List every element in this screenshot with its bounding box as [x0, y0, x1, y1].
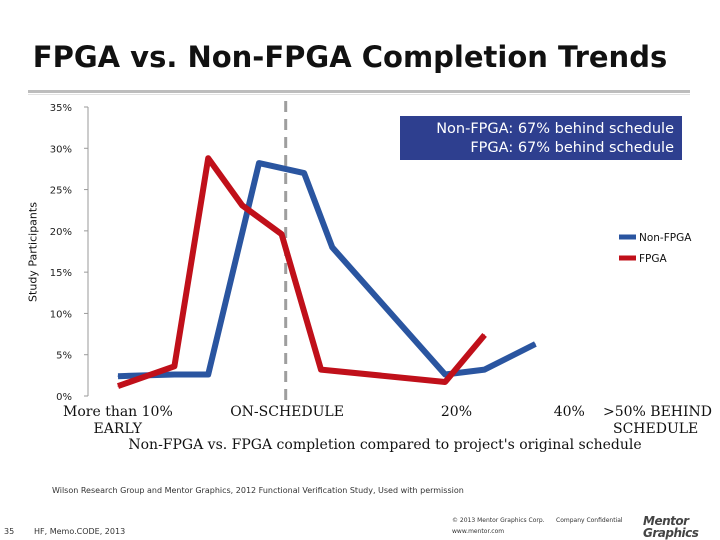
legend-label: Non-FPGA [639, 232, 692, 244]
y-tick-label: 5% [56, 351, 72, 362]
x-tick-label: 40% [553, 404, 585, 420]
y-tick-label: 20% [50, 227, 72, 238]
x-axis-title: Non-FPGA vs. FPGA completion compared to… [128, 437, 642, 453]
logo-line2: Graphics [643, 526, 699, 540]
y-tick-label: 30% [50, 144, 72, 155]
x-tick-label: >50% BEHIND [603, 404, 713, 420]
series-line-fpga [117, 155, 487, 389]
data-point-non-fpga [117, 375, 119, 377]
data-point-fpga [484, 334, 486, 336]
logo-line1: Mentor [643, 514, 689, 528]
title-divider-light [28, 94, 690, 95]
data-point-non-fpga [331, 246, 333, 248]
y-tick-label: 25% [50, 186, 72, 197]
y-tick-label: 0% [56, 392, 72, 403]
copyright: © 2013 Mentor Graphics Corp. [452, 517, 545, 524]
data-point-non-fpga [484, 369, 486, 371]
data-point-non-fpga [444, 374, 446, 376]
y-tick-label: 15% [50, 268, 72, 279]
confidential-label: Company Confidential [556, 517, 623, 524]
x-tick-label: ON-SCHEDULE [230, 404, 344, 420]
title-divider [28, 90, 690, 93]
y-axis-title: Study Participants [26, 202, 40, 302]
x-tick-label-line2: SCHEDULE [613, 421, 699, 437]
data-point-fpga [207, 157, 209, 159]
data-point-non-fpga [258, 162, 260, 164]
behind-schedule-note: Non-FPGA: 67% behind schedule FPGA: 67% … [400, 116, 682, 160]
note-fpga: FPGA: 67% behind schedule [470, 140, 674, 156]
x-tick-label: More than 10% [63, 404, 173, 420]
data-point-fpga [320, 369, 322, 371]
note-non-fpga: Non-FPGA: 67% behind schedule [436, 121, 674, 137]
x-tick-label-line2: EARLY [93, 421, 143, 437]
page-number: 35 [4, 527, 15, 536]
source-citation: Wilson Research Group and Mentor Graphic… [52, 486, 464, 495]
data-point-non-fpga [173, 374, 175, 376]
legend-label: FPGA [639, 253, 668, 265]
data-point-non-fpga [534, 343, 536, 345]
data-point-fpga [241, 204, 243, 206]
data-point-non-fpga [207, 374, 209, 376]
y-tick-label: 35% [50, 103, 72, 114]
slide-title: FPGA vs. Non-FPGA Completion Trends [32, 40, 668, 74]
data-point-fpga [281, 233, 283, 235]
mentor-graphics-logo: Mentor Graphics [643, 514, 699, 540]
data-point-fpga [444, 381, 446, 383]
y-tick-label: 10% [50, 309, 72, 320]
data-point-non-fpga [303, 172, 305, 174]
data-point-fpga [173, 365, 175, 367]
data-point-fpga [117, 385, 119, 387]
footer-left: HF, Memo.CODE, 2013 [34, 527, 126, 536]
x-tick-label: 20% [440, 404, 473, 420]
website: www.mentor.com [452, 528, 505, 535]
